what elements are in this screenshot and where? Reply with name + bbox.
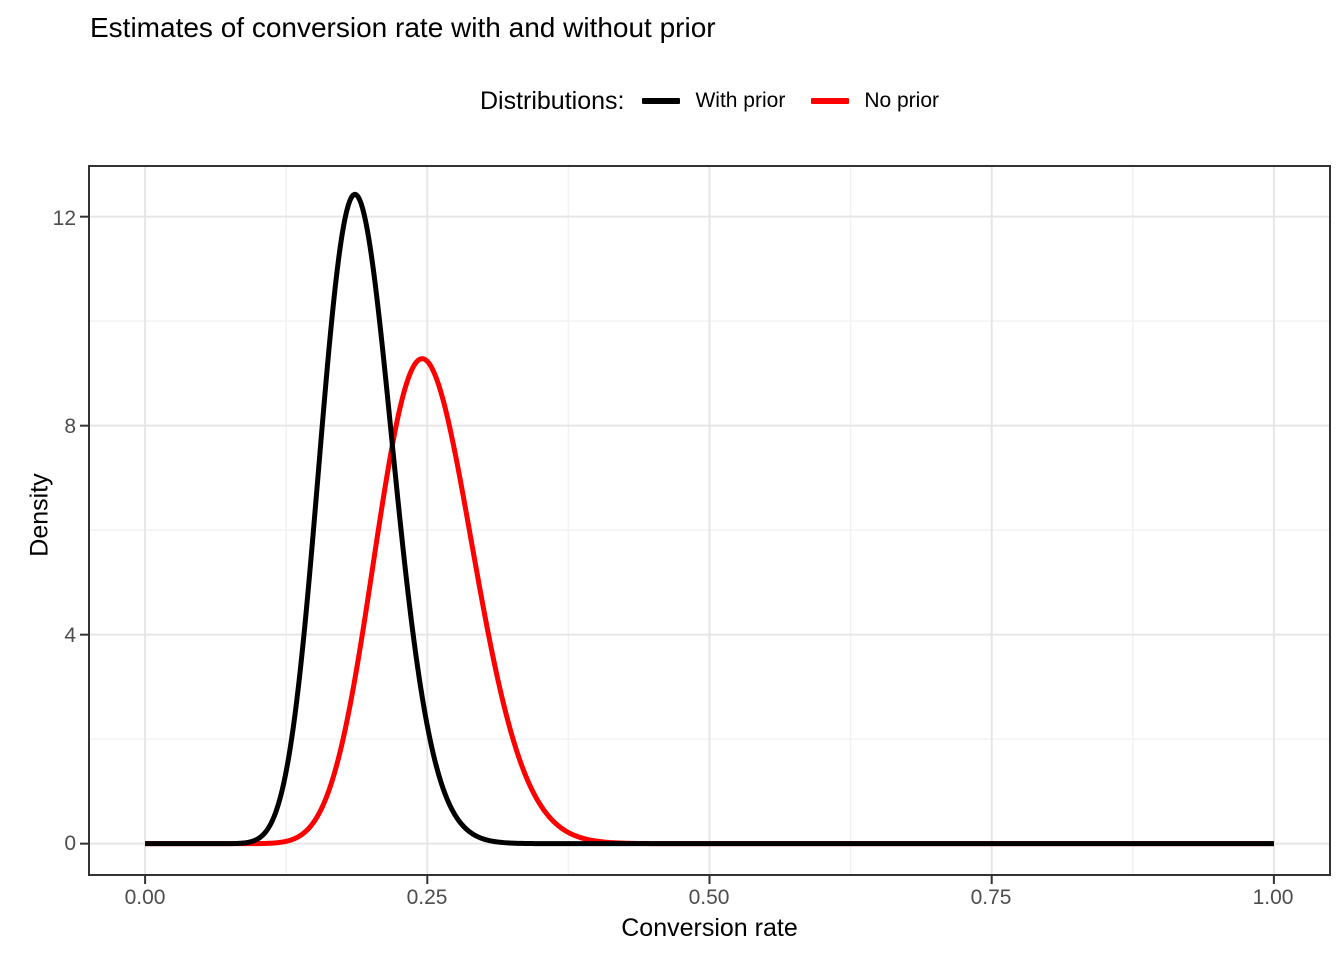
- y-tick-label-0: 0: [64, 832, 76, 855]
- y-tick-label-12: 12: [52, 207, 76, 230]
- x-tick-label-000: 0.00: [124, 886, 166, 909]
- legend-item-with-prior: With prior: [642, 89, 785, 113]
- legend-key-with-prior-icon: [642, 98, 681, 104]
- density-curve-with-prior: [144, 191, 1275, 847]
- panel-border: [88, 165, 1331, 876]
- x-tick-label-025: 0.25: [406, 886, 448, 909]
- y-tick-label-4: 4: [64, 624, 76, 647]
- y-axis-title: Density: [25, 473, 54, 557]
- legend-title: Distributions:: [479, 86, 625, 115]
- legend: Distributions: With prior No prior: [89, 84, 1330, 118]
- legend-key-no-prior-icon: [811, 98, 850, 104]
- y-tick-label-8: 8: [64, 415, 76, 438]
- x-tick-label-075: 0.75: [970, 886, 1012, 909]
- x-tick-label-050: 0.50: [688, 886, 730, 909]
- legend-label-no-prior: No prior: [864, 89, 940, 112]
- chart-title: Estimates of conversion rate with and wi…: [90, 12, 716, 43]
- x-tick-label-100: 1.00: [1252, 886, 1294, 909]
- legend-item-no-prior: No prior: [811, 89, 939, 113]
- legend-label-with-prior: With prior: [695, 89, 786, 112]
- x-axis-title: Conversion rate: [621, 914, 798, 942]
